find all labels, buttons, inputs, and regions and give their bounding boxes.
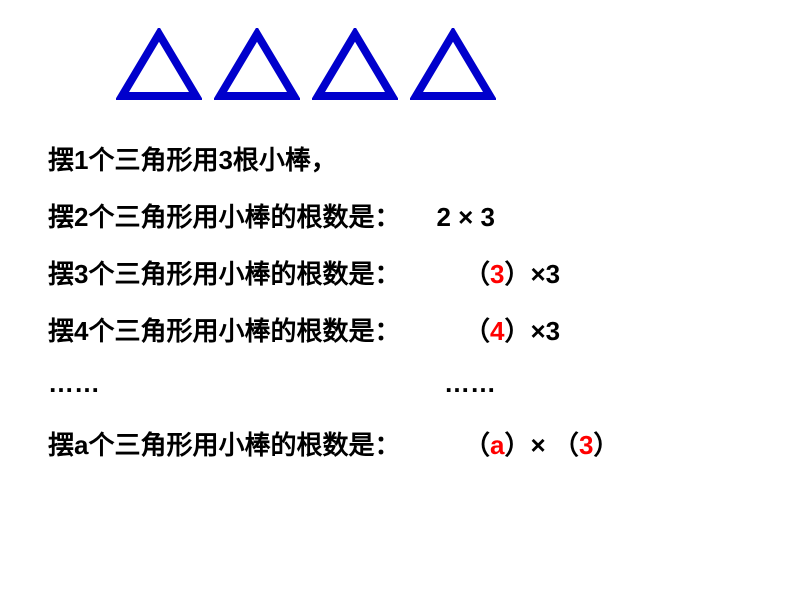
line-6-text: 摆a个三角形用小棒的根数是： — [48, 425, 400, 462]
line-3-answer: （3）×3 — [464, 254, 654, 291]
paren-open: （ — [464, 259, 490, 289]
line-2-answer: 2 × 3 — [436, 202, 495, 233]
paren-open: （ — [464, 316, 490, 346]
paren-close: ） — [504, 259, 530, 289]
paren-open: （ — [464, 430, 490, 460]
triangles-row — [116, 28, 496, 102]
triangle-icon — [214, 28, 300, 102]
line-4-answer: （4）×3 — [464, 311, 654, 348]
paren-close: ） — [504, 316, 530, 346]
line-5: …… …… — [48, 368, 754, 425]
line-4: 摆4个三角形用小棒的根数是： （4）×3 — [48, 311, 754, 368]
line-2-text: 摆2个三角形用小棒的根数是： — [48, 197, 400, 234]
line-2: 摆2个三角形用小棒的根数是： 2 × 3 — [48, 197, 754, 254]
line-5-text: …… — [48, 368, 100, 399]
fill-value-2: 3 — [579, 430, 593, 460]
triangle-icon — [312, 28, 398, 102]
line-5-answer: …… — [444, 368, 634, 399]
paren-open-2: （ — [553, 430, 579, 460]
fill-value: 4 — [490, 316, 504, 346]
line-6: 摆a个三角形用小棒的根数是： （a）× （3） — [48, 425, 754, 482]
line-4-text: 摆4个三角形用小棒的根数是： — [48, 311, 400, 348]
paren-close: ） — [504, 430, 530, 460]
line-6-answer: （a）× （3） — [464, 425, 654, 462]
tail: ×3 — [531, 316, 561, 346]
content-body: 摆1个三角形用3根小棒， 摆2个三角形用小棒的根数是： 2 × 3 摆3个三角形… — [48, 140, 754, 482]
fill-value: 3 — [490, 259, 504, 289]
tail: ×3 — [531, 259, 561, 289]
line-1-text: 摆1个三角形用3根小棒， — [48, 140, 337, 177]
line-3-text: 摆3个三角形用小棒的根数是： — [48, 254, 400, 291]
line-1: 摆1个三角形用3根小棒， — [48, 140, 754, 197]
paren-close-2: ） — [593, 430, 619, 460]
triangle-icon — [116, 28, 202, 102]
mid-operator: × — [531, 430, 553, 460]
line-3: 摆3个三角形用小棒的根数是： （3）×3 — [48, 254, 754, 311]
triangle-icon — [410, 28, 496, 102]
fill-value-1: a — [490, 430, 504, 460]
